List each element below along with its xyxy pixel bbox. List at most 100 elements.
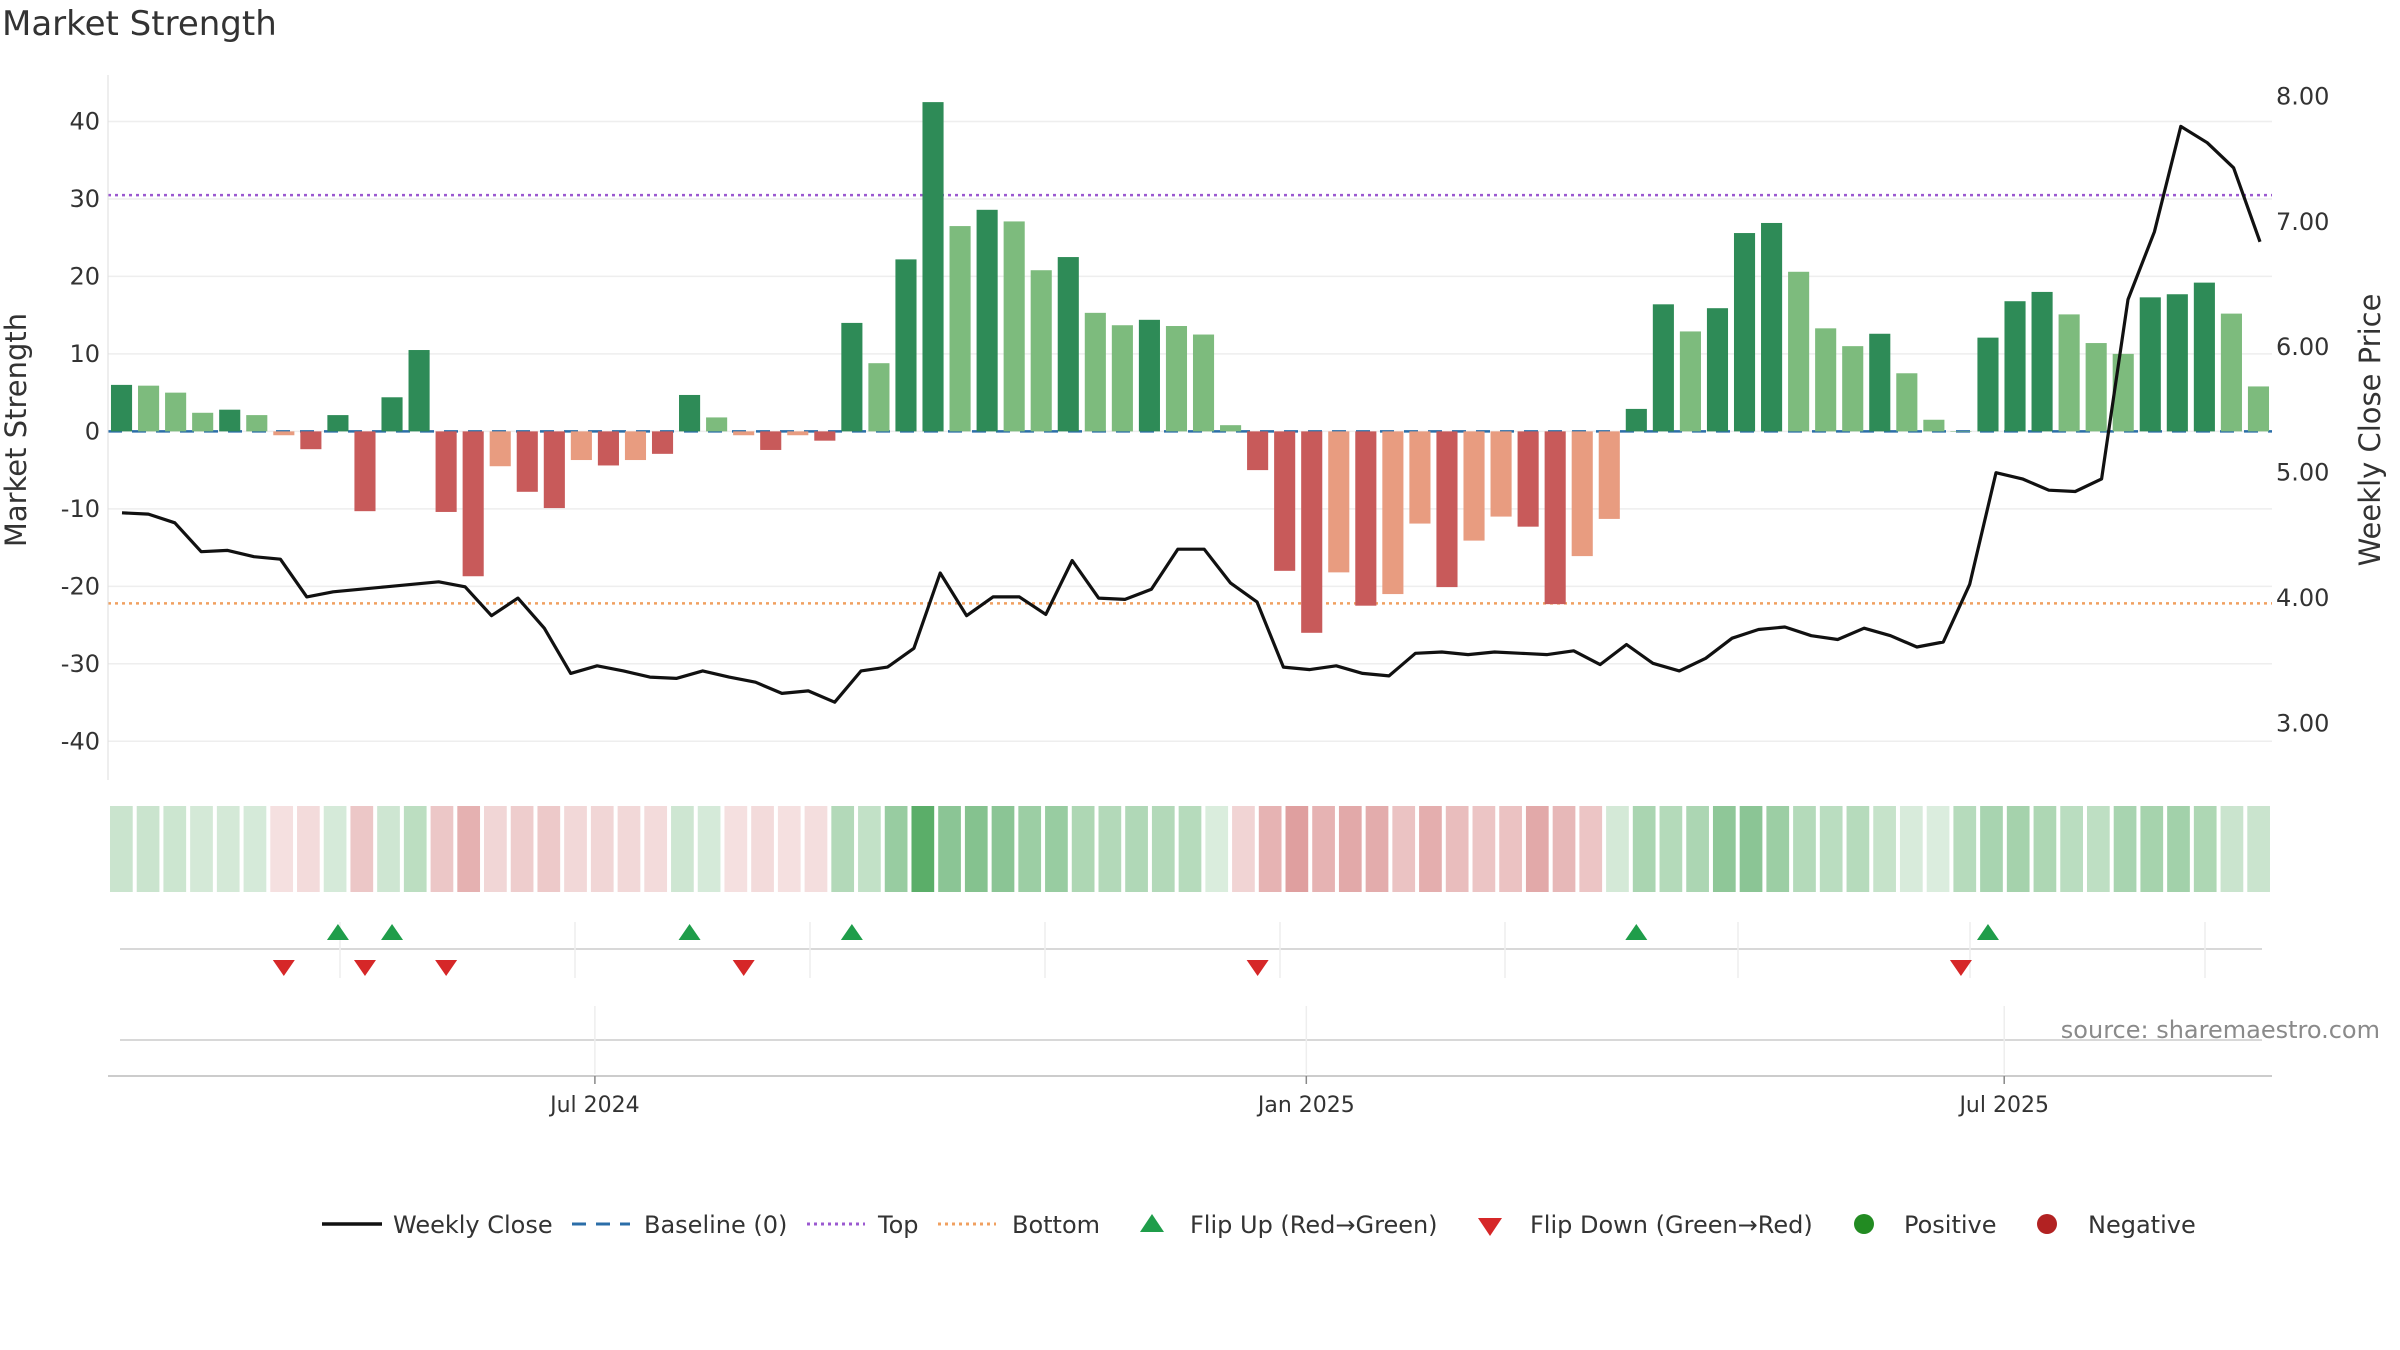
y-tick-right: 5.00 [2276, 459, 2329, 487]
y-tick-left: 20 [69, 262, 100, 290]
legend-label-baseline: Baseline (0) [644, 1211, 787, 1239]
heat-cell [537, 806, 561, 892]
heat-cell [1712, 806, 1736, 892]
heat-cell [2193, 806, 2217, 892]
heat-cell [457, 806, 481, 892]
strength-bar [1247, 431, 1269, 471]
heat-cell [1151, 806, 1175, 892]
strength-bar [192, 412, 214, 432]
strength-bar [1436, 431, 1458, 588]
strength-bar [922, 102, 944, 432]
heat-cell [1819, 806, 1843, 892]
strength-bar [2058, 314, 2080, 432]
legend-label-flip-up: Flip Up (Red→Green) [1190, 1211, 1438, 1239]
strength-bar [2004, 301, 2026, 432]
strength-bar [300, 431, 322, 450]
strength-bar [2220, 313, 2242, 432]
strength-bar [489, 431, 511, 467]
heat-cell [938, 806, 961, 892]
heat-cell [163, 806, 187, 892]
strength-bar [435, 431, 457, 512]
heat-cell [1659, 806, 1683, 892]
heat-cell [2113, 806, 2137, 892]
strength-bars [110, 102, 2270, 633]
strength-bar [1382, 431, 1404, 595]
heat-cell [1552, 806, 1576, 892]
strength-bar [976, 209, 998, 432]
heat-cell [1686, 806, 1709, 892]
strength-bar [1950, 431, 1972, 432]
heat-cell [1953, 806, 1977, 892]
heat-cell [1045, 806, 1068, 892]
flip-down-marker [732, 960, 755, 976]
strength-bar [679, 394, 701, 432]
legend-swatch-flip-down [1478, 1218, 1502, 1236]
heat-cell [964, 806, 988, 892]
strength-bar [1815, 328, 1837, 432]
flip-up-marker [381, 924, 404, 940]
heat-cell [590, 806, 614, 892]
strength-bar [1355, 431, 1377, 606]
heat-cell [1739, 806, 1763, 892]
strength-bar [2085, 343, 2107, 432]
heat-cell [697, 806, 721, 892]
heat-cell [216, 806, 240, 892]
heat-cell [1419, 806, 1442, 892]
flip-up-marker [840, 924, 863, 940]
legend-label-top: Top [877, 1211, 919, 1239]
weekly-close-line-group [121, 124, 2262, 704]
heat-cell [804, 806, 828, 892]
strength-bar [354, 431, 376, 512]
strength-bar [1977, 337, 1999, 432]
heat-cell [777, 806, 801, 892]
legend: Weekly Close Baseline (0) Top Bottom Flip Up… [322, 1211, 2196, 1239]
heat-cell [1980, 806, 2003, 892]
heat-cell [190, 806, 213, 892]
heat-cell [297, 806, 320, 892]
heat-cell [911, 806, 935, 892]
strength-heat-strip [110, 806, 2270, 892]
heat-cell [243, 806, 267, 892]
heat-cell [377, 806, 400, 892]
y-tick-right: 4.00 [2276, 584, 2329, 612]
strength-bar [1517, 431, 1539, 527]
source-note: source: sharemaestro.com [2060, 1016, 2380, 1044]
heat-cell [1873, 806, 1896, 892]
heat-cell [1445, 806, 1469, 892]
strength-bar [327, 415, 349, 432]
heat-cell [1285, 806, 1309, 892]
y-axis-label-left: Market Strength [0, 313, 33, 547]
strength-bar [949, 226, 971, 432]
strength-bar [597, 431, 619, 466]
flip-down-marker [272, 960, 295, 976]
heat-cell [2006, 806, 2030, 892]
heat-cell [831, 806, 855, 892]
flip-markers-panel [120, 922, 2262, 978]
heat-cell [724, 806, 748, 892]
heat-cell [1579, 806, 1603, 892]
heat-cell [1392, 806, 1416, 892]
heat-cell [564, 806, 587, 892]
heat-cell [1312, 806, 1335, 892]
strength-bar [868, 363, 890, 432]
heat-cell [1178, 806, 1202, 892]
chart-title: Market Strength [2, 4, 277, 44]
heat-cell [136, 806, 160, 892]
heat-cell [1926, 806, 1950, 892]
strength-bar [570, 431, 592, 461]
heat-cell [430, 806, 454, 892]
strength-bar [1274, 431, 1296, 571]
heat-cell [2247, 806, 2270, 892]
y-axis-label-right: Weekly Close Price [2353, 294, 2387, 567]
heat-cell [1525, 806, 1549, 892]
strength-bar [2139, 297, 2161, 432]
strength-bar [895, 259, 917, 432]
strength-bar [733, 431, 755, 436]
strength-bar [760, 431, 782, 450]
strength-bar [1652, 304, 1674, 432]
heat-cell [1499, 806, 1522, 892]
y-tick-left: -40 [61, 727, 100, 755]
strength-bar [1301, 431, 1323, 633]
heat-cell [617, 806, 641, 892]
heat-cell [1632, 806, 1656, 892]
